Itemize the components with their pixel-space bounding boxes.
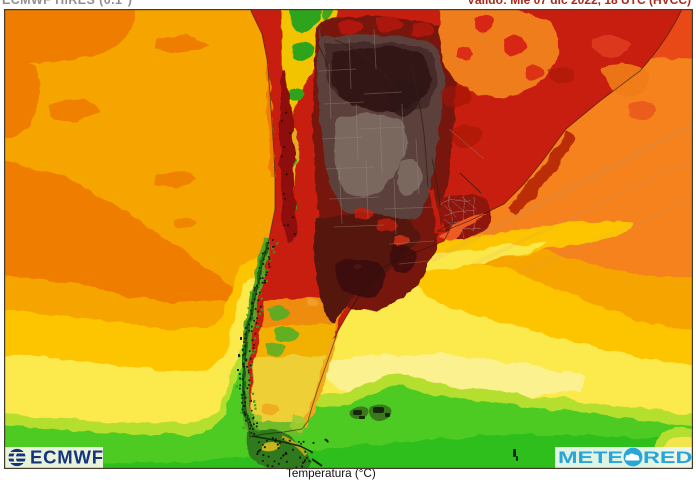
svg-text:RED: RED [643, 449, 692, 467]
svg-text:METE: METE [558, 449, 623, 467]
svg-text:ECMWF: ECMWF [30, 447, 104, 468]
